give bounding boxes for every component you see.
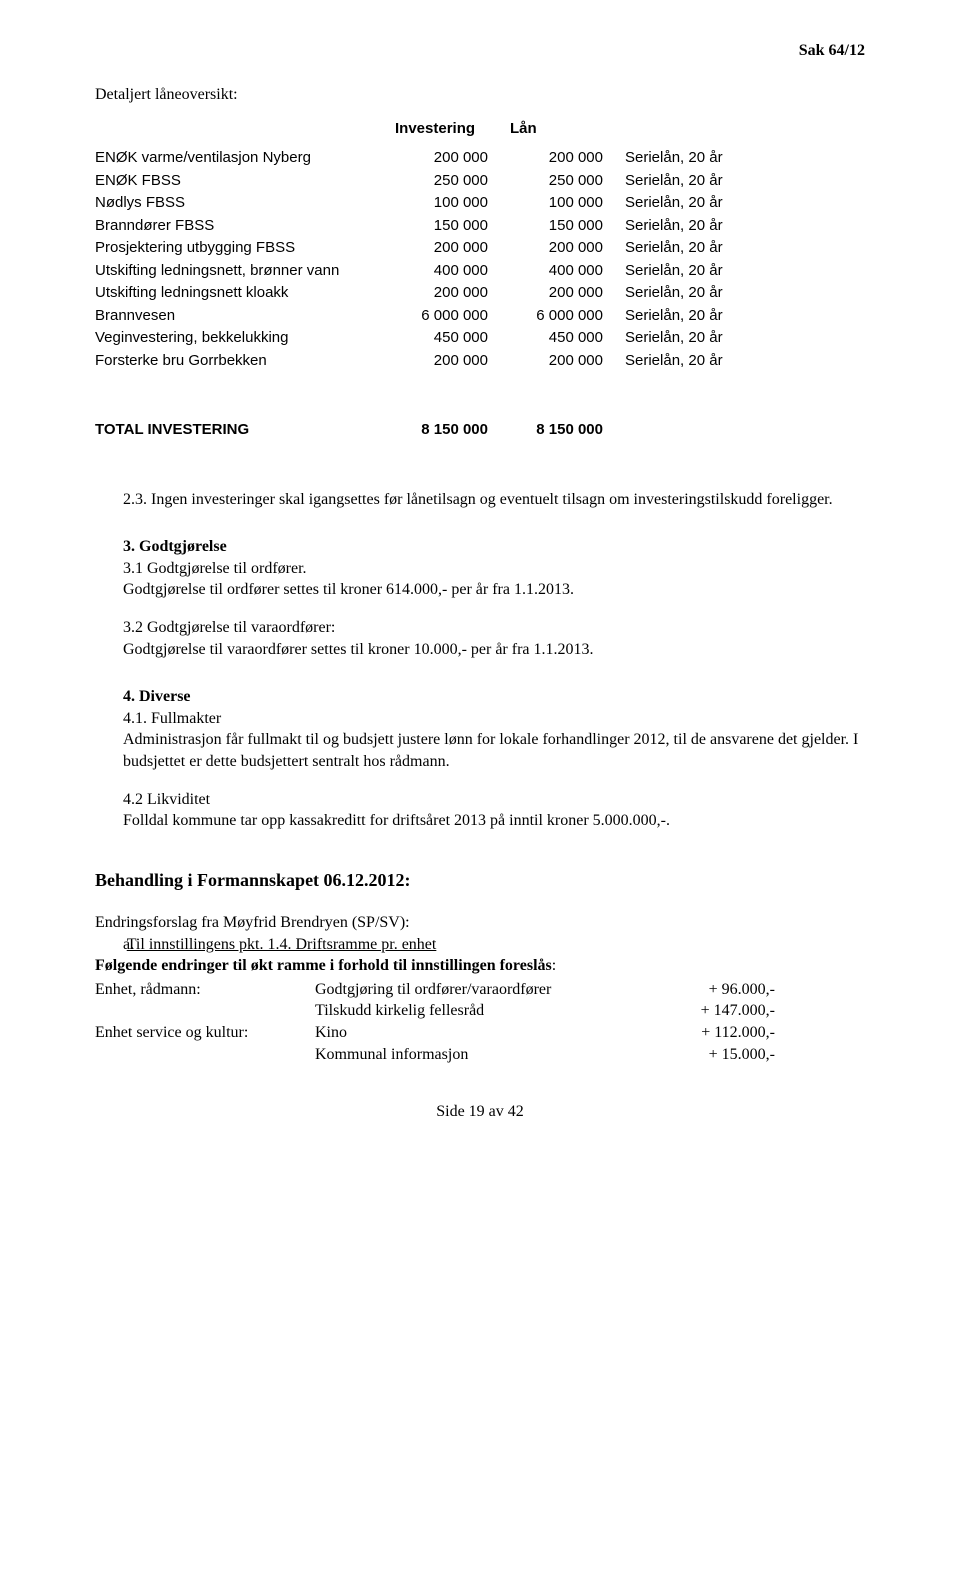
loan-row: Nødlys FBSS100 000100 000Serielån, 20 år — [95, 192, 865, 215]
alloc-unit — [95, 1000, 315, 1022]
loan-term: Serielån, 20 år — [625, 215, 865, 238]
loan-term: Serielån, 20 år — [625, 327, 865, 350]
loan-name: Forsterke bru Gorrbekken — [95, 350, 395, 373]
loan-term: Serielån, 20 år — [625, 260, 865, 283]
allocation-row: Enhet service og kultur:Kino+ 112.000,- — [95, 1022, 775, 1044]
colon: : — [552, 957, 556, 974]
loan-inv: 200 000 — [395, 237, 510, 260]
total-inv: 8 150 000 — [395, 420, 510, 440]
loan-row: Brannvesen6 000 0006 000 000Serielån, 20… — [95, 305, 865, 328]
loan-name: Brannvesen — [95, 305, 395, 328]
loan-inv: 200 000 — [395, 282, 510, 305]
alloc-unit: Enhet service og kultur: — [95, 1022, 315, 1044]
loan-term: Serielån, 20 år — [625, 192, 865, 215]
loan-name: Utskifting ledningsnett, brønner vann — [95, 260, 395, 283]
loan-name: Nødlys FBSS — [95, 192, 395, 215]
loan-term: Serielån, 20 år — [625, 350, 865, 373]
total-loan: 8 150 000 — [510, 420, 625, 440]
loan-loan: 150 000 — [510, 215, 625, 238]
loan-name: ENØK FBSS — [95, 170, 395, 193]
alloc-unit: Enhet, rådmann: — [95, 979, 315, 1001]
loan-loan: 200 000 — [510, 282, 625, 305]
allocation-row: Tilskudd kirkelig fellesråd+ 147.000,- — [95, 1000, 775, 1022]
loan-name: ENØK varme/ventilasjon Nyberg — [95, 147, 395, 170]
loan-name: Branndører FBSS — [95, 215, 395, 238]
loan-loan: 200 000 — [510, 237, 625, 260]
loan-loan: 100 000 — [510, 192, 625, 215]
loan-inv: 150 000 — [395, 215, 510, 238]
allocation-row: Kommunal informasjon+ 15.000,- — [95, 1044, 775, 1066]
loan-term: Serielån, 20 år — [625, 170, 865, 193]
loan-inv: 100 000 — [395, 192, 510, 215]
item-2-3: 2.3. Ingen investeringer skal igangsette… — [123, 489, 865, 511]
loan-inv: 450 000 — [395, 327, 510, 350]
bold-line: Følgende endringer til økt ramme i forho… — [95, 957, 552, 974]
alloc-item: Godtgjøring til ordfører/varaordfører — [315, 979, 655, 1001]
loan-name: Veginvestering, bekkelukking — [95, 327, 395, 350]
loan-term: Serielån, 20 år — [625, 237, 865, 260]
loan-name: Prosjektering utbygging FBSS — [95, 237, 395, 260]
col-laan: Lån — [510, 119, 625, 139]
loan-row: Branndører FBSS150 000150 000Serielån, 2… — [95, 215, 865, 238]
pkt-a-label: a. — [95, 934, 123, 956]
total-label: TOTAL INVESTERING — [95, 420, 395, 440]
loan-row: ENØK FBSS250 000250 000Serielån, 20 år — [95, 170, 865, 193]
sec3-p31b: Godtgjørelse til ordfører settes til kro… — [123, 579, 865, 601]
alloc-amount: + 15.000,- — [655, 1044, 775, 1066]
allocation-row: Enhet, rådmann:Godtgjøring til ordfører/… — [95, 979, 775, 1001]
alloc-amount: + 96.000,- — [655, 979, 775, 1001]
loan-loan: 450 000 — [510, 327, 625, 350]
formann-heading: Behandling i Formannskapet 06.12.2012: — [95, 868, 865, 892]
sec4-p42a: 4.2 Likviditet — [123, 789, 865, 811]
loan-row: ENØK varme/ventilasjon Nyberg200 000200 … — [95, 147, 865, 170]
loan-row: Forsterke bru Gorrbekken200 000200 000Se… — [95, 350, 865, 373]
allocations-table: Enhet, rådmann:Godtgjøring til ordfører/… — [95, 979, 775, 1065]
loan-inv: 400 000 — [395, 260, 510, 283]
loan-row: Utskifting ledningsnett, brønner vann400… — [95, 260, 865, 283]
alloc-item: Kino — [315, 1022, 655, 1044]
loan-overview-title: Detaljert låneoversikt: — [95, 84, 865, 106]
loan-row: Utskifting ledningsnett kloakk200 000200… — [95, 282, 865, 305]
loan-row: Prosjektering utbygging FBSS200 000200 0… — [95, 237, 865, 260]
alloc-amount: + 112.000,- — [655, 1022, 775, 1044]
loan-term: Serielån, 20 år — [625, 282, 865, 305]
section-4: 4. Diverse 4.1. Fullmakter Administrasjo… — [123, 686, 865, 832]
sec3-p31a: 3.1 Godtgjørelse til ordfører. — [123, 558, 865, 580]
endringsforslag: Endringsforslag fra Møyfrid Brendryen (S… — [95, 912, 865, 1065]
alloc-amount: + 147.000,- — [655, 1000, 775, 1022]
loan-loan: 400 000 — [510, 260, 625, 283]
loan-row: Veginvestering, bekkelukking450 000450 0… — [95, 327, 865, 350]
page-footer: Side 19 av 42 — [95, 1101, 865, 1123]
sec4-p41a: 4.1. Fullmakter — [123, 708, 865, 730]
sec3-p32a: 3.2 Godtgjørelse til varaordfører: — [123, 617, 865, 639]
page-id: Sak 64/12 — [95, 40, 865, 62]
loan-inv: 6 000 000 — [395, 305, 510, 328]
sec4-p41b: Administrasjon får fullmakt til og budsj… — [123, 729, 865, 772]
sec3-p32b: Godtgjørelse til varaordfører settes til… — [123, 639, 865, 661]
loan-table-header: Investering Lån — [95, 119, 865, 139]
sec3-heading: 3. Godtgjørelse — [123, 536, 865, 558]
loan-term: Serielån, 20 år — [625, 147, 865, 170]
loan-inv: 200 000 — [395, 147, 510, 170]
formann-intro: Endringsforslag fra Møyfrid Brendryen (S… — [95, 912, 865, 934]
loan-loan: 200 000 — [510, 350, 625, 373]
loan-inv: 200 000 — [395, 350, 510, 373]
pkt-a-text: Til innstillingens pkt. 1.4. Driftsramme… — [127, 936, 437, 953]
alloc-unit — [95, 1044, 315, 1066]
alloc-item: Kommunal informasjon — [315, 1044, 655, 1066]
loan-table-body: ENØK varme/ventilasjon Nyberg200 000200 … — [95, 147, 865, 372]
loan-loan: 200 000 — [510, 147, 625, 170]
loan-name: Utskifting ledningsnett kloakk — [95, 282, 395, 305]
loan-loan: 250 000 — [510, 170, 625, 193]
alloc-item: Tilskudd kirkelig fellesråd — [315, 1000, 655, 1022]
loan-inv: 250 000 — [395, 170, 510, 193]
sec4-p42b: Folldal kommune tar opp kassakreditt for… — [123, 810, 865, 832]
section-3: 3. Godtgjørelse 3.1 Godtgjørelse til ord… — [123, 536, 865, 660]
loan-total-row: TOTAL INVESTERING 8 150 000 8 150 000 — [95, 420, 865, 440]
col-investering: Investering — [395, 119, 510, 139]
loan-term: Serielån, 20 år — [625, 305, 865, 328]
loan-loan: 6 000 000 — [510, 305, 625, 328]
sec4-heading: 4. Diverse — [123, 686, 865, 708]
